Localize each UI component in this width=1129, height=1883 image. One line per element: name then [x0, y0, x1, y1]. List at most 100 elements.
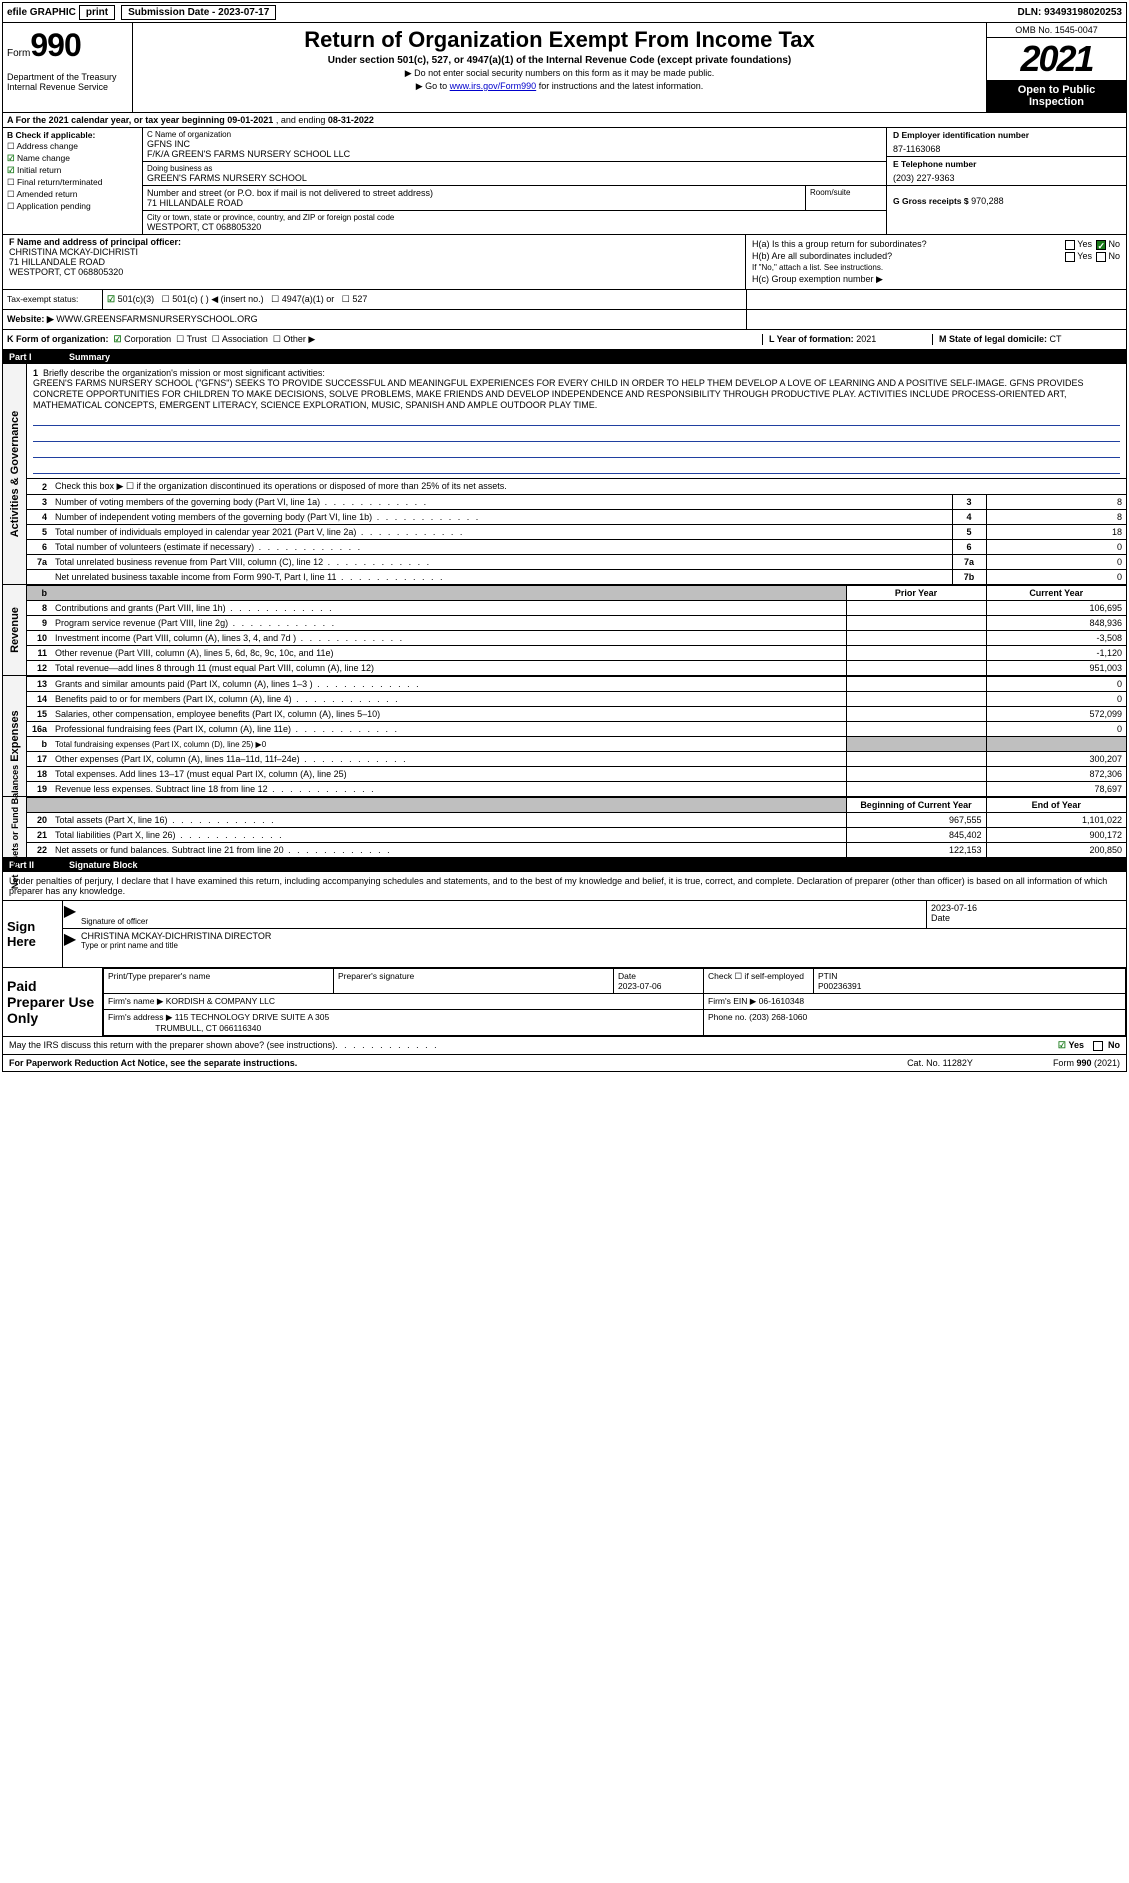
dln-label: DLN: 93493198020253	[1017, 7, 1122, 18]
h-a: H(a) Is this a group return for subordin…	[752, 239, 1120, 249]
sig-officer-row: ▶ Signature of officer 2023-07-16 Date	[63, 901, 1126, 929]
typed-name-field: CHRISTINA MCKAY-DICHRISTINA DIRECTOR Typ…	[77, 929, 1126, 952]
expenses-content: 13Grants and similar amounts paid (Part …	[27, 676, 1126, 796]
omb-number: OMB No. 1545-0047	[987, 23, 1126, 38]
header-mid: Return of Organization Exempt From Incom…	[133, 23, 986, 112]
tax-exempt-label: Tax-exempt status:	[3, 290, 103, 309]
f-name: CHRISTINA MCKAY-DICHRISTI	[9, 247, 138, 257]
table-row: 15Salaries, other compensation, employee…	[27, 707, 1126, 722]
row-i: Tax-exempt status: ☑ 501(c)(3) ☐ 501(c) …	[3, 290, 1126, 310]
form-note1: ▶ Do not enter social security numbers o…	[137, 68, 982, 79]
firm-ein-cell: Firm's EIN ▶ 06-1610348	[704, 994, 1126, 1010]
side-revenue: Revenue	[3, 585, 27, 675]
part-i-title: Summary	[69, 352, 110, 362]
website-label: Website: ▶	[7, 314, 54, 324]
table-row: 12Total revenue—add lines 8 through 11 (…	[27, 661, 1126, 676]
prep-self-employed: Check ☐ if self-employed	[704, 969, 814, 994]
table-row: 4Number of independent voting members of…	[27, 510, 1126, 525]
ptin-cell: PTINP00236391	[814, 969, 1126, 994]
row-k-l-m: K Form of organization: ☑ Corporation ☐ …	[3, 330, 1126, 350]
mission-text: GREEN'S FARMS NURSERY SCHOOL ("GFNS") SE…	[33, 378, 1084, 410]
discuss-row: May the IRS discuss this return with the…	[3, 1037, 1126, 1055]
chk-amended: ☐ Amended return	[7, 189, 138, 200]
period-begin: 09-01-2021	[227, 115, 273, 125]
address-row: Number and street (or P.O. box if mail i…	[143, 186, 886, 211]
line1-label: Briefly describe the organization's miss…	[43, 368, 325, 378]
period-pre: A For the 2021 calendar year, or tax yea…	[7, 115, 227, 125]
line-2: 2Check this box ▶ ☐ if the organization …	[27, 479, 1126, 495]
irs-link[interactable]: www.irs.gov/Form990	[450, 81, 537, 91]
city-row: City or town, state or province, country…	[143, 211, 886, 234]
form-subtitle: Under section 501(c), 527, or 4947(a)(1)…	[137, 55, 982, 66]
form-note2: ▶ Go to www.irs.gov/Form990 for instruct…	[137, 81, 982, 92]
submission-date-button[interactable]: Submission Date - 2023-07-17	[121, 5, 276, 20]
table-row: 8Contributions and grants (Part VIII, li…	[27, 601, 1126, 616]
l-label: L Year of formation:	[769, 334, 854, 344]
discuss-yesno: ☑ Yes No	[1058, 1040, 1120, 1051]
sig-date-label: Date	[931, 913, 1122, 923]
mission-rule	[33, 412, 1120, 426]
period-end: 08-31-2022	[328, 115, 374, 125]
gross-label: G Gross receipts $	[893, 196, 969, 206]
col-b-header: B Check if applicable:	[7, 130, 95, 140]
arrow-icon: ▶	[63, 929, 77, 952]
sig-officer-field: Signature of officer	[77, 901, 926, 928]
form-word: Form	[7, 48, 30, 59]
year-header-row: bPrior YearCurrent Year	[27, 586, 1126, 601]
table-row: 11Other revenue (Part VIII, column (A), …	[27, 646, 1126, 661]
city-label: City or town, state or province, country…	[147, 213, 882, 222]
table-row: 17Other expenses (Part IX, column (A), l…	[27, 752, 1126, 767]
table-row: 3Number of voting members of the governi…	[27, 495, 1126, 510]
table-row: bTotal fundraising expenses (Part IX, co…	[27, 737, 1126, 752]
k-label: K Form of organization:	[7, 334, 109, 344]
period-mid: , and ending	[276, 115, 328, 125]
sig-date-value: 2023-07-16	[931, 903, 1122, 913]
cat-number: Cat. No. 11282Y	[907, 1058, 973, 1068]
top-bar: efile GRAPHIC print Submission Date - 20…	[3, 3, 1126, 23]
table-row: 20Total assets (Part X, line 16)967,5551…	[27, 813, 1126, 828]
activities-governance-section: Activities & Governance 1 Briefly descri…	[3, 364, 1126, 585]
dots	[335, 1040, 439, 1051]
ag-table: 2Check this box ▶ ☐ if the organization …	[27, 478, 1126, 584]
col-c-org-info: C Name of organization GFNS INC F/K/A GR…	[143, 128, 886, 234]
table-row: 6Total number of volunteers (estimate if…	[27, 540, 1126, 555]
ha-yesno: Yes ✓No	[1063, 239, 1120, 250]
room-label: Room/suite	[806, 186, 886, 210]
prep-row-1: Print/Type preparer's name Preparer's si…	[104, 969, 1126, 994]
na-content: Beginning of Current YearEnd of Year 20T…	[27, 797, 1126, 857]
table-row: 7aTotal unrelated business revenue from …	[27, 555, 1126, 570]
form-number: Form990	[7, 27, 128, 64]
chk-name-change: ☑ Name change	[7, 153, 138, 164]
discuss-text: May the IRS discuss this return with the…	[9, 1040, 335, 1051]
tel-row: E Telephone number (203) 227-9363	[887, 157, 1126, 186]
prep-name-cell: Print/Type preparer's name	[104, 969, 334, 994]
paid-preparer-label: Paid Preparer Use Only	[3, 968, 103, 1036]
chk-final-return: ☐ Final return/terminated	[7, 177, 138, 188]
prep-row-3: Firm's address ▶ 115 TECHNOLOGY DRIVE SU…	[104, 1010, 1126, 1036]
print-button[interactable]: print	[79, 5, 115, 20]
h-group-return: H(a) Is this a group return for subordin…	[746, 235, 1126, 289]
form-990-number: 990	[30, 27, 80, 63]
m-value: CT	[1050, 334, 1062, 344]
row-f-h: F Name and address of principal officer:…	[3, 235, 1126, 290]
dept-treasury: Department of the Treasury Internal Reve…	[7, 72, 128, 92]
row-j-website: Website: ▶ WWW.GREENSFARMSNURSERYSCHOOL.…	[3, 310, 1126, 330]
mission-rule	[33, 460, 1120, 474]
org-name-row: C Name of organization GFNS INC F/K/A GR…	[143, 128, 886, 162]
year-formation: L Year of formation: 2021	[762, 334, 932, 345]
info-block: B Check if applicable: ☐ Address change …	[3, 128, 1126, 235]
prep-sig-cell: Preparer's signature	[334, 969, 614, 994]
paid-table: Print/Type preparer's name Preparer's si…	[103, 968, 1126, 1036]
f-addr2: WESTPORT, CT 068805320	[9, 267, 123, 277]
org-name-2: F/K/A GREEN'S FARMS NURSERY SCHOOL LLC	[147, 149, 882, 159]
f-addr1: 71 HILLANDALE ROAD	[9, 257, 105, 267]
mission-block: 1 Briefly describe the organization's mi…	[27, 364, 1126, 478]
form-of-org: K Form of organization: ☑ Corporation ☐ …	[7, 334, 762, 345]
chk-application-pending: ☐ Application pending	[7, 201, 138, 212]
revenue-section: Revenue bPrior YearCurrent Year 8Contrib…	[3, 585, 1126, 676]
paid-preparer-block: Paid Preparer Use Only Print/Type prepar…	[3, 968, 1126, 1037]
form-header: Form990 Department of the Treasury Inter…	[3, 23, 1126, 113]
tax-year: 2021	[987, 38, 1126, 80]
sign-here-block: Sign Here ▶ Signature of officer 2023-07…	[3, 901, 1126, 968]
form-990-page: efile GRAPHIC print Submission Date - 20…	[2, 2, 1127, 1072]
